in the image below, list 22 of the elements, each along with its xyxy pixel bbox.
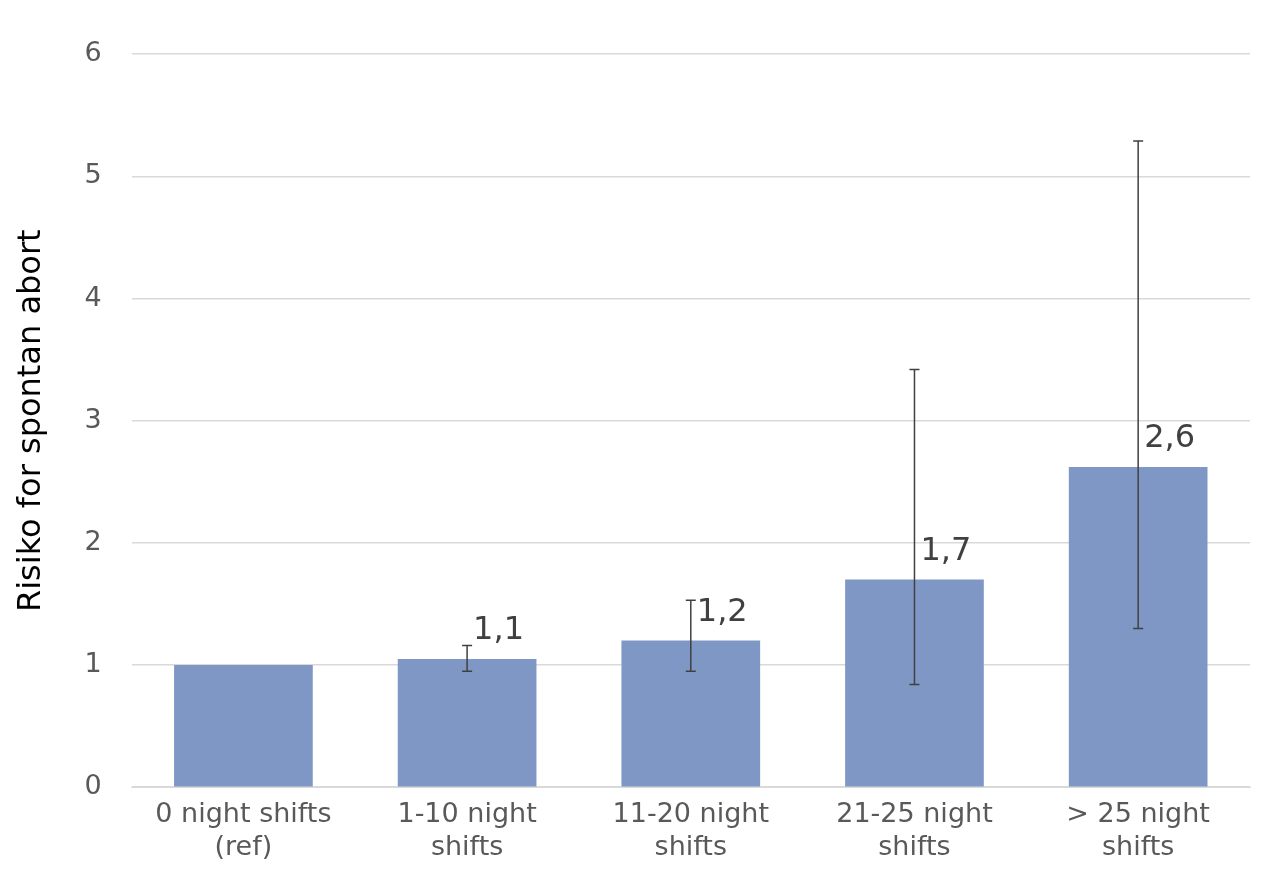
bar [621,640,761,787]
bar [1068,467,1208,787]
x-tick-label: 1-10 night shifts [397,797,537,861]
x-tick-label: 0 night shifts (ref) [155,797,332,861]
x-tick-label: > 25 night shifts [1066,797,1210,861]
x-tick-label: 21-25 night shifts [836,797,993,861]
data-label: 1,2 [696,590,748,629]
y-tick-label: 0 [84,769,102,801]
bar [397,658,537,787]
y-tick-label: 6 [84,36,102,68]
bar [174,665,313,787]
bar [845,579,984,787]
y-axis-title: Risiko for spontan abort [9,229,48,613]
y-tick-label: 2 [84,524,102,556]
x-tick-label: 11-20 night shifts [612,797,770,861]
data-label: 1,1 [473,609,524,648]
y-tick-label: 5 [84,158,102,190]
y-tick-label: 4 [84,280,102,312]
data-label: 2,6 [1144,417,1196,456]
y-tick-label: 3 [84,402,102,434]
y-tick-label: 1 [84,647,102,679]
data-label: 1,7 [920,529,972,568]
